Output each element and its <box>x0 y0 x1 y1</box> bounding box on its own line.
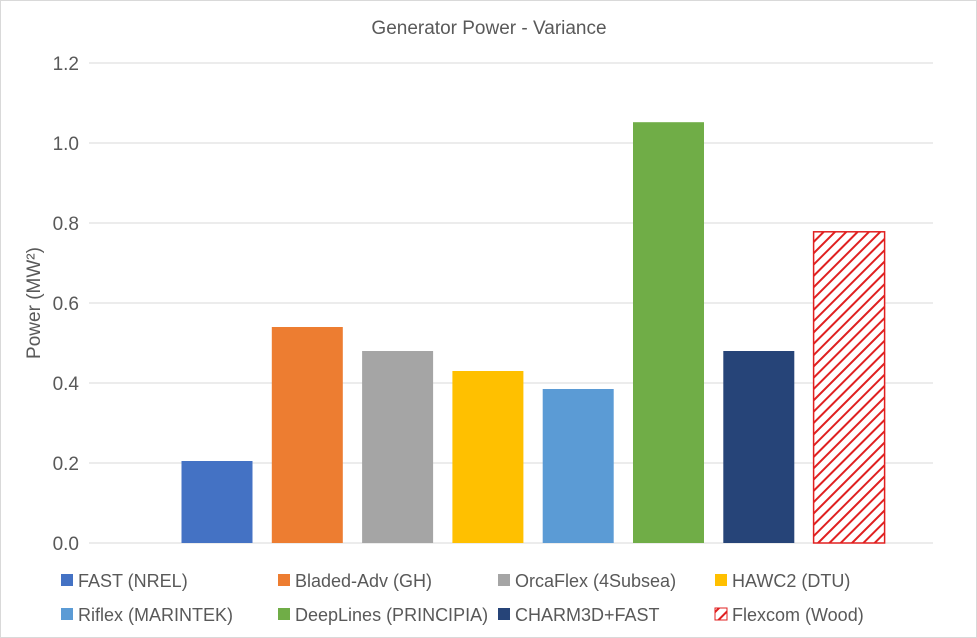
bars <box>181 122 886 544</box>
legend-swatch <box>714 607 728 621</box>
legend-label: OrcaFlex (4Subsea) <box>515 571 676 591</box>
legend-swatch <box>61 608 73 620</box>
chart-title: Generator Power - Variance <box>371 18 606 39</box>
y-tick-label: 0.0 <box>53 534 79 555</box>
legend-swatch <box>278 574 290 586</box>
bar-flexcom-wood <box>812 231 886 544</box>
y-tick-label: 0.4 <box>53 374 80 395</box>
legend-swatch <box>715 574 727 586</box>
bar-riflex-marintek <box>542 389 614 543</box>
bar-hawc2-dtu <box>452 371 524 543</box>
bar-orcaflex-4subsea <box>362 351 434 543</box>
legend-label: FAST (NREL) <box>78 571 188 591</box>
bar-bladed-adv-gh <box>271 327 343 543</box>
y-axis-label: Power (MW²) <box>24 247 45 359</box>
legend-swatch <box>61 574 73 586</box>
y-tick-label: 0.8 <box>53 214 79 235</box>
legend-label: DeepLines (PRINCIPIA) <box>295 605 488 625</box>
legend-label: CHARM3D+FAST <box>515 605 660 625</box>
bar-fast-nrel <box>181 461 253 543</box>
legend-swatch <box>498 574 510 586</box>
legend-label: Riflex (MARINTEK) <box>78 605 233 625</box>
bar-deeplines-principia <box>633 122 704 543</box>
y-tick-label: 0.6 <box>53 294 79 315</box>
bar-charm3d-fast <box>723 351 795 543</box>
y-tick-label: 0.2 <box>53 454 79 475</box>
legend-swatch <box>278 608 290 620</box>
legend: FAST (NREL) Bladed-Adv (GH) OrcaFlex (4Sub… <box>61 571 864 625</box>
y-tick-label: 1.2 <box>53 54 79 75</box>
legend-label: Flexcom (Wood) <box>732 605 864 625</box>
legend-label: Bladed-Adv (GH) <box>295 571 432 591</box>
y-axis-ticks: 0.0 0.2 0.4 0.6 0.8 1.0 1.2 <box>53 54 80 555</box>
legend-swatch <box>498 608 510 620</box>
y-tick-label: 1.0 <box>53 134 79 155</box>
legend-label: HAWC2 (DTU) <box>732 571 850 591</box>
